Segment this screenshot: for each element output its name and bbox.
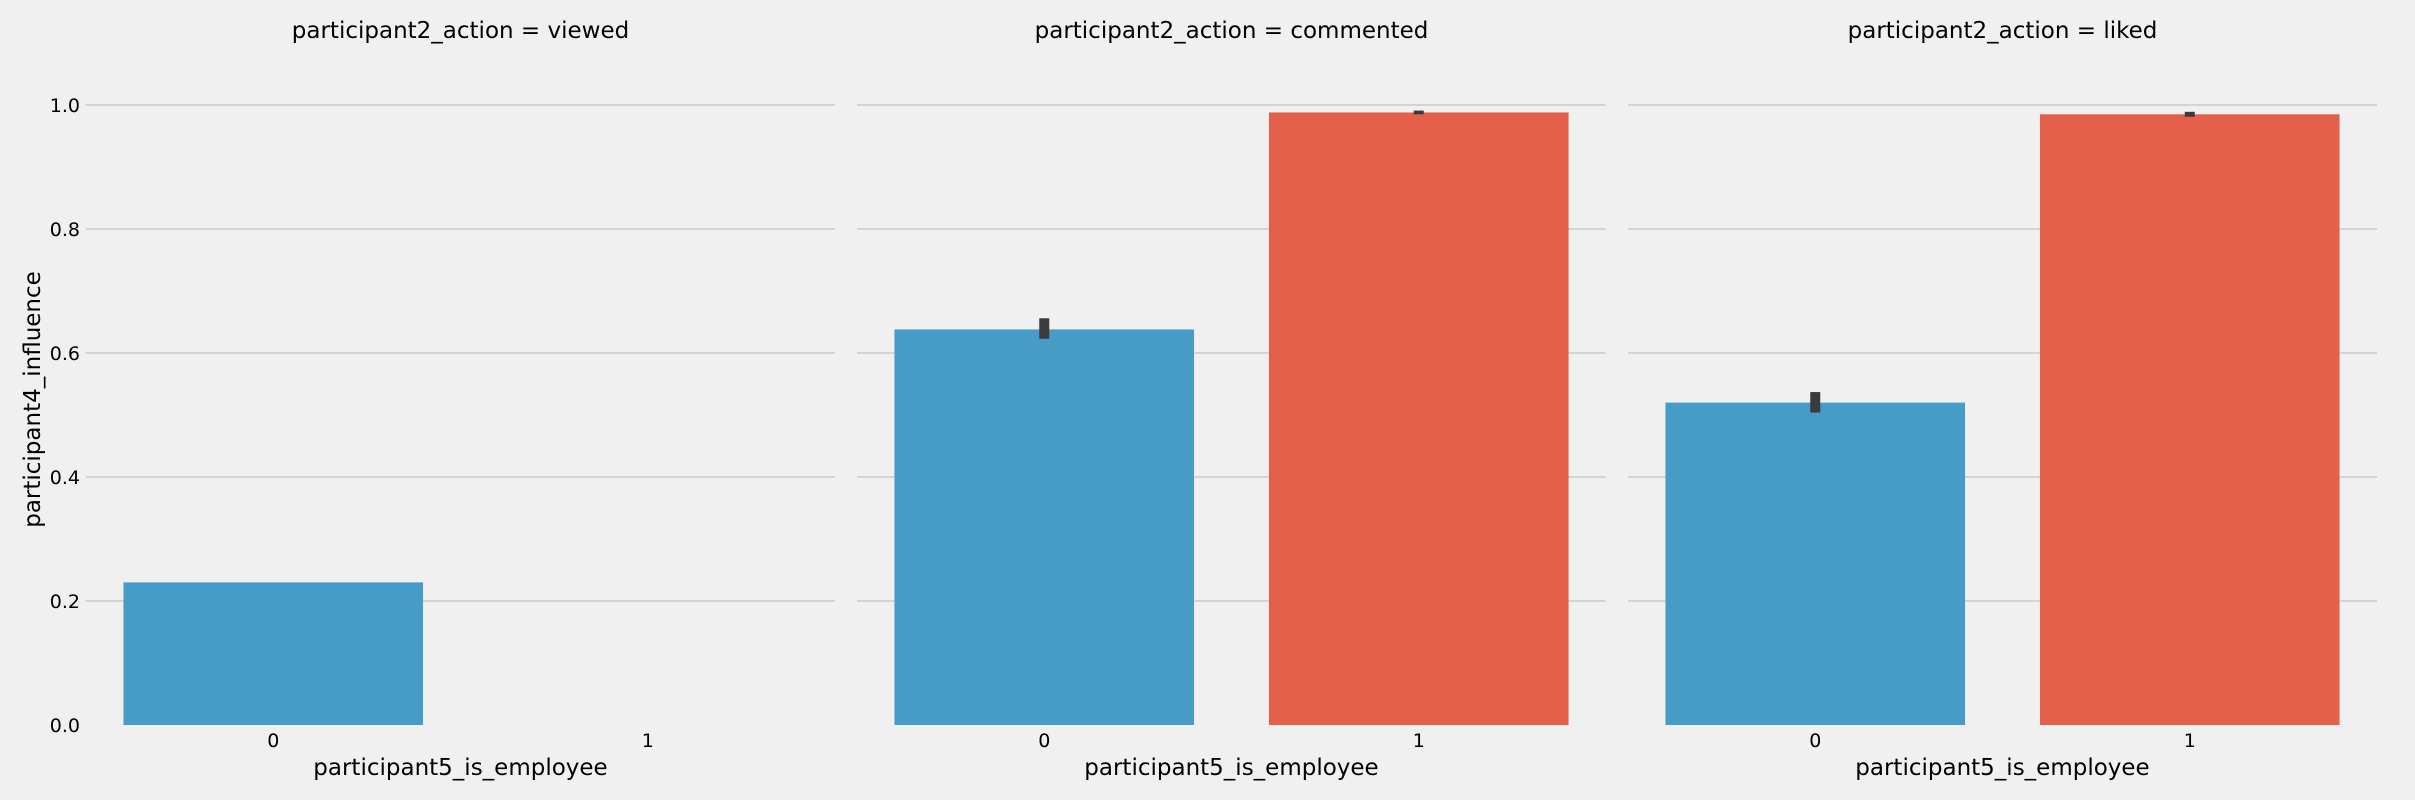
y-tick-label: 0.8 xyxy=(50,219,80,241)
x-axis-label: participant5_is_employee xyxy=(1855,755,2149,781)
bar xyxy=(1665,402,1966,725)
y-tick-label: 0.6 xyxy=(50,343,80,365)
x-tick-label: 0 xyxy=(1809,730,1821,752)
bar xyxy=(2039,114,2340,726)
y-tick-label: 0.0 xyxy=(50,715,80,737)
facet-title: participant2_action = commented xyxy=(1035,18,1429,44)
x-axis-label: participant5_is_employee xyxy=(1084,755,1378,781)
x-tick-label: 0 xyxy=(267,730,279,752)
bar xyxy=(1268,112,1569,725)
x-axis-label: participant5_is_employee xyxy=(313,755,607,781)
facet-title: participant2_action = viewed xyxy=(292,18,629,44)
y-tick-label: 0.2 xyxy=(50,591,80,613)
x-tick-label: 1 xyxy=(2184,730,2196,752)
bar xyxy=(894,329,1195,725)
x-tick-label: 0 xyxy=(1038,730,1050,752)
bar xyxy=(123,582,424,725)
x-tick-label: 1 xyxy=(642,730,654,752)
x-tick-label: 1 xyxy=(1413,730,1425,752)
y-axis-label: participant4_influence xyxy=(20,271,46,528)
facet-title: participant2_action = liked xyxy=(1848,18,2158,44)
y-tick-label: 0.4 xyxy=(50,467,80,489)
y-tick-label: 1.0 xyxy=(50,95,80,117)
